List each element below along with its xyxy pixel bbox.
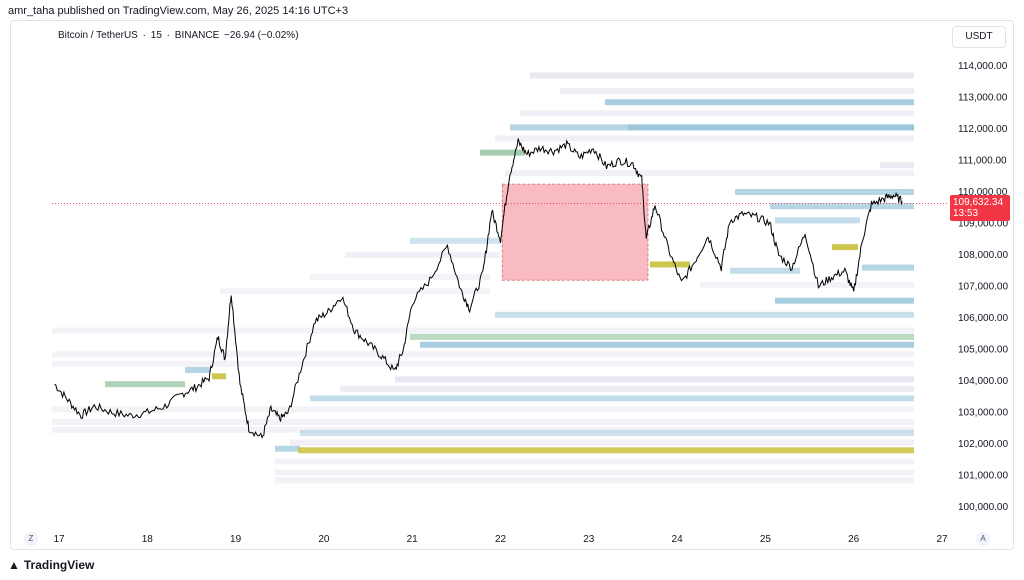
highlight-box-layer (52, 183, 948, 281)
volume-profile-band (185, 366, 210, 373)
price-axis: 114,000.00 113,000.00 112,000.00 111,000.00… (958, 61, 1008, 513)
price-tick-label: 113,000.00 (958, 93, 1008, 104)
publish-caption: amr_taha published on TradingView.com, M… (8, 5, 349, 17)
volume-profile-band (310, 274, 490, 281)
volume-profile-band (275, 469, 914, 476)
price-tick-label: 109,000.00 (958, 219, 1008, 230)
price-tick-label: 114,000.00 (958, 61, 1008, 72)
volume-profile-band (300, 429, 914, 436)
volume-profile-band (345, 252, 500, 258)
volume-profile-band (605, 99, 914, 106)
price-tick-label: 101,000.00 (958, 471, 1008, 482)
time-tick-label: 24 (672, 534, 684, 545)
volume-profile-band (275, 445, 300, 452)
price-line-layer (54, 138, 903, 439)
volume-profile-band (420, 341, 914, 348)
volume-profile-band (495, 311, 914, 318)
time-tick-label: 26 (848, 534, 860, 545)
volume-profile-band (775, 217, 860, 224)
volume-profile-band (275, 458, 914, 465)
brand-name: TradingView (23, 558, 95, 572)
volume-profile-band (700, 281, 914, 288)
price-tick-label: 112,000.00 (958, 124, 1008, 135)
price-tick-label: 107,000.00 (958, 282, 1008, 293)
symbol-legend: Bitcoin / TetherUS · 15 · BINANCE −26.94… (58, 30, 299, 41)
volume-profile-band (735, 189, 914, 195)
price-tick-label: 106,000.00 (958, 313, 1008, 324)
tradingview-logo: ▲ TradingView (8, 558, 94, 572)
volume-profile (52, 72, 914, 484)
volume-profile-band (480, 149, 525, 156)
volume-profile-band (410, 237, 500, 244)
time-axis: 17 18 19 20 21 22 23 24 25 26 27 (53, 534, 948, 545)
currency-selector[interactable]: USDT (952, 26, 1006, 48)
time-tick-label: 19 (230, 534, 242, 545)
volume-profile-band (310, 395, 914, 402)
bar-countdown: 13:53 (953, 208, 979, 219)
volume-profile-band (298, 447, 914, 454)
volume-profile-band (505, 170, 914, 177)
volume-profile-band (775, 297, 914, 304)
time-tick-label: 22 (495, 534, 507, 545)
volume-profile-band (628, 124, 914, 131)
price-tick-label: 105,000.00 (958, 345, 1008, 356)
volume-profile-band (290, 439, 914, 446)
zoom-button[interactable]: Z (24, 532, 38, 546)
volume-profile-band (52, 360, 914, 367)
volume-profile-band (52, 327, 914, 334)
last-price-value: 109,632.34 (953, 197, 1004, 208)
time-tick-label: 18 (142, 534, 154, 545)
volume-profile-band (862, 264, 914, 271)
volume-profile-band (105, 381, 185, 388)
price-series-line (54, 138, 903, 439)
volume-profile-band (495, 135, 914, 142)
time-tick-label: 21 (407, 534, 419, 545)
volume-profile-band (52, 351, 914, 358)
volume-profile-band (52, 426, 914, 433)
symbol-name[interactable]: Bitcoin / TetherUS (58, 30, 138, 41)
time-tick-label: 23 (583, 534, 595, 545)
volume-profile-band (220, 288, 490, 295)
price-tick-label: 104,000.00 (958, 376, 1008, 387)
chart-frame (10, 20, 1014, 550)
time-tick-label: 17 (53, 534, 65, 545)
volume-profile-band (650, 261, 690, 268)
volume-profile-band (770, 203, 914, 210)
highlight-box (501, 183, 649, 281)
volume-profile-band (530, 72, 914, 79)
auto-scale-button[interactable]: A (976, 532, 990, 546)
last-price-tag: 109,632.34 13:53 (950, 195, 1010, 221)
volume-profile-band (560, 88, 914, 95)
price-tick-label: 103,000.00 (958, 408, 1008, 419)
volume-profile-band (275, 477, 914, 484)
volume-profile-band (880, 162, 914, 169)
symbol-exchange: BINANCE (174, 30, 220, 41)
time-tick-label: 27 (936, 534, 948, 545)
price-tick-label: 110,000.00 (958, 187, 1008, 198)
volume-profile-band (52, 406, 914, 413)
volume-profile-band (730, 267, 800, 274)
price-tick-label: 100,000.00 (958, 502, 1008, 513)
symbol-change: −26.94 (−0.02%) (224, 30, 299, 41)
symbol-interval[interactable]: 15 (150, 30, 162, 41)
price-tick-label: 108,000.00 (958, 250, 1008, 261)
volume-profile-band (52, 418, 914, 425)
volume-profile-band (340, 385, 914, 392)
volume-profile-band (520, 110, 914, 117)
time-tick-label: 20 (318, 534, 330, 545)
volume-profile-band (212, 373, 226, 380)
volume-profile-band (410, 333, 914, 340)
time-tick-label: 25 (760, 534, 772, 545)
volume-profile-band (395, 376, 914, 383)
price-tick-label: 111,000.00 (958, 156, 1007, 167)
volume-profile-band (832, 244, 858, 251)
tradingview-mark-icon: ▲ (8, 558, 20, 572)
price-tick-label: 102,000.00 (958, 439, 1008, 450)
